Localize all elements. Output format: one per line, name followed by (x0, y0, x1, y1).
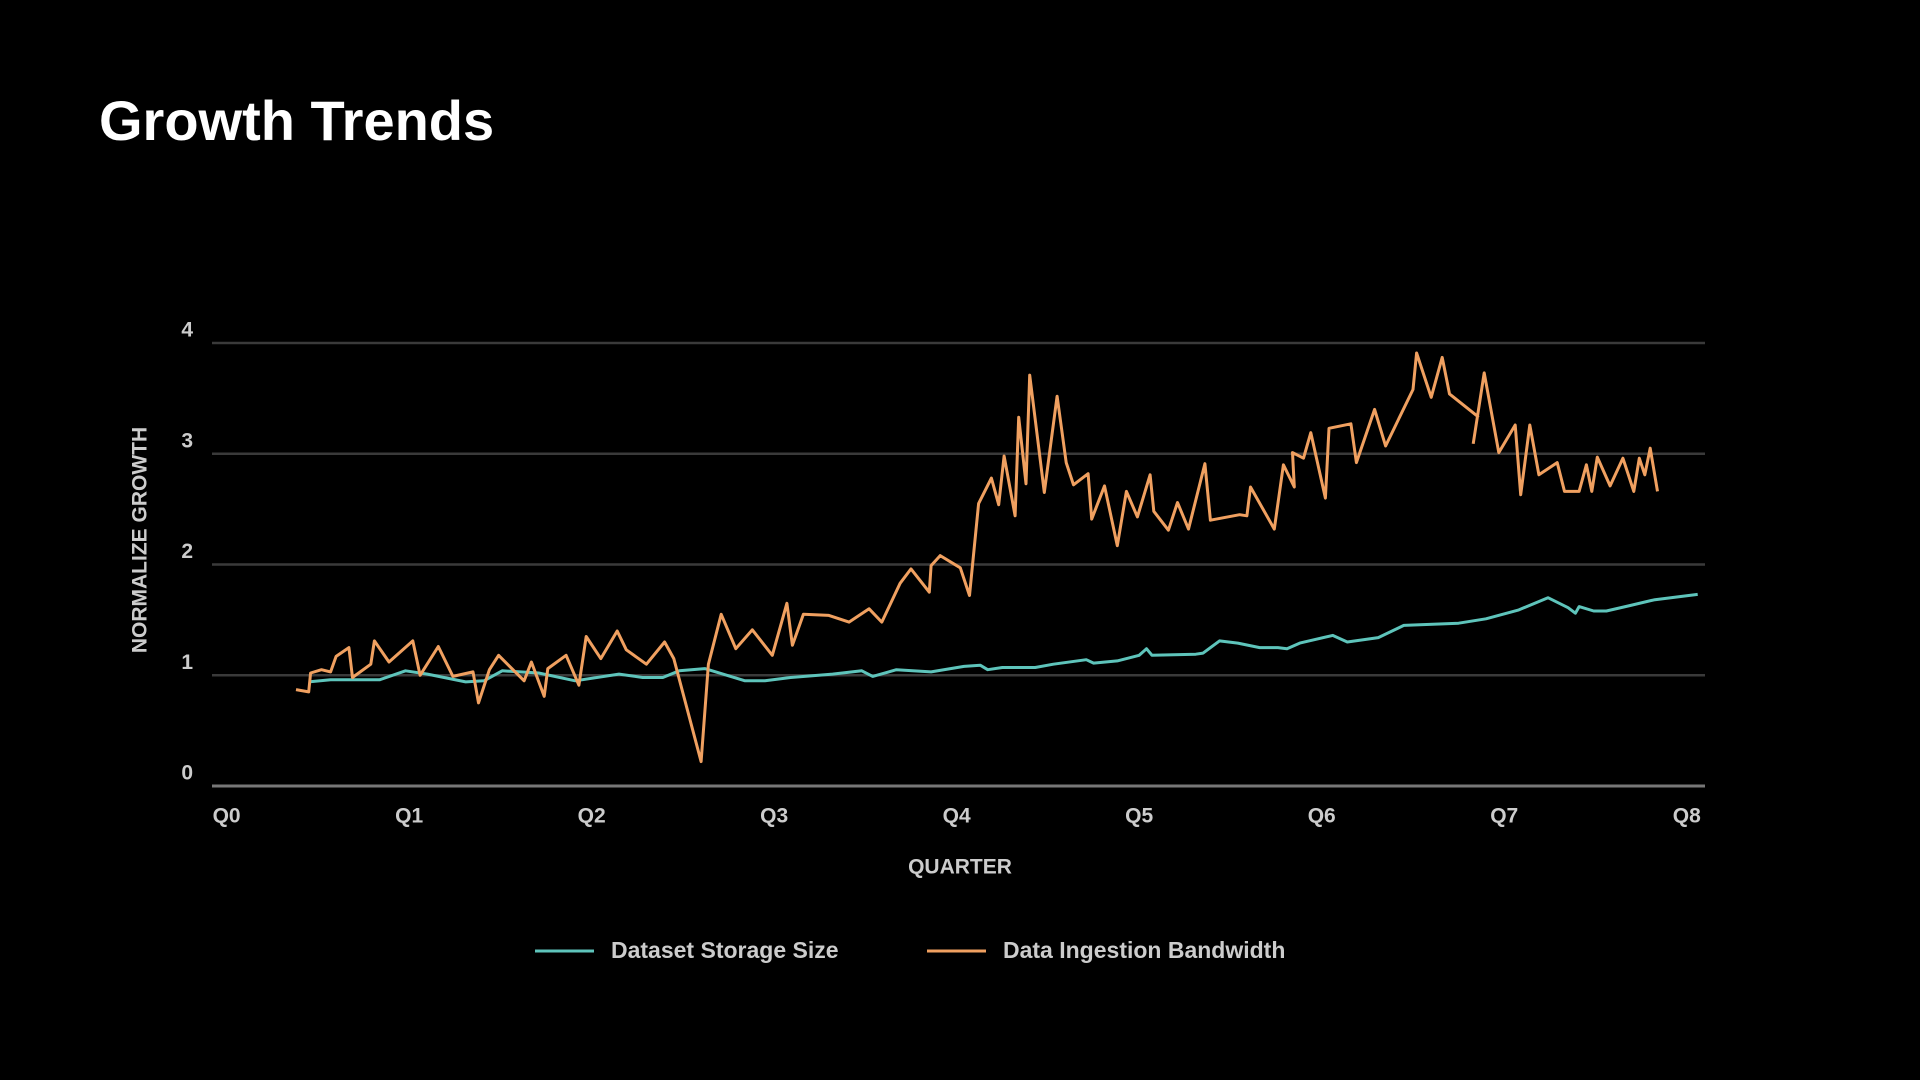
x-axis-label: QUARTER (908, 856, 1012, 879)
x-tick-label: Q2 (578, 805, 606, 828)
x-tick-label: Q7 (1490, 805, 1518, 828)
y-tick-label: 1 (181, 651, 193, 674)
y-tick-label: 4 (181, 319, 193, 342)
x-tick-label: Q0 (213, 805, 241, 828)
y-tick-label: 0 (181, 762, 193, 785)
x-tick-label: Q8 (1673, 805, 1701, 828)
legend-label: Dataset Storage Size (611, 937, 839, 963)
chart-title: Growth Trends (99, 89, 494, 152)
x-tick-label: Q3 (760, 805, 788, 828)
x-tick-label: Q6 (1308, 805, 1336, 828)
x-tick-label: Q4 (943, 805, 971, 828)
x-tick-label: Q1 (395, 805, 423, 828)
x-tick-label: Q5 (1125, 805, 1153, 828)
data-line (295, 351, 1659, 764)
legend-label: Data Ingestion Bandwidth (1003, 937, 1285, 963)
y-tick-label: 3 (181, 429, 193, 452)
y-tick-label: 2 (181, 540, 193, 563)
y-axis-label: NORMALIZE GROWTH (129, 427, 152, 653)
data-line (308, 592, 1698, 684)
